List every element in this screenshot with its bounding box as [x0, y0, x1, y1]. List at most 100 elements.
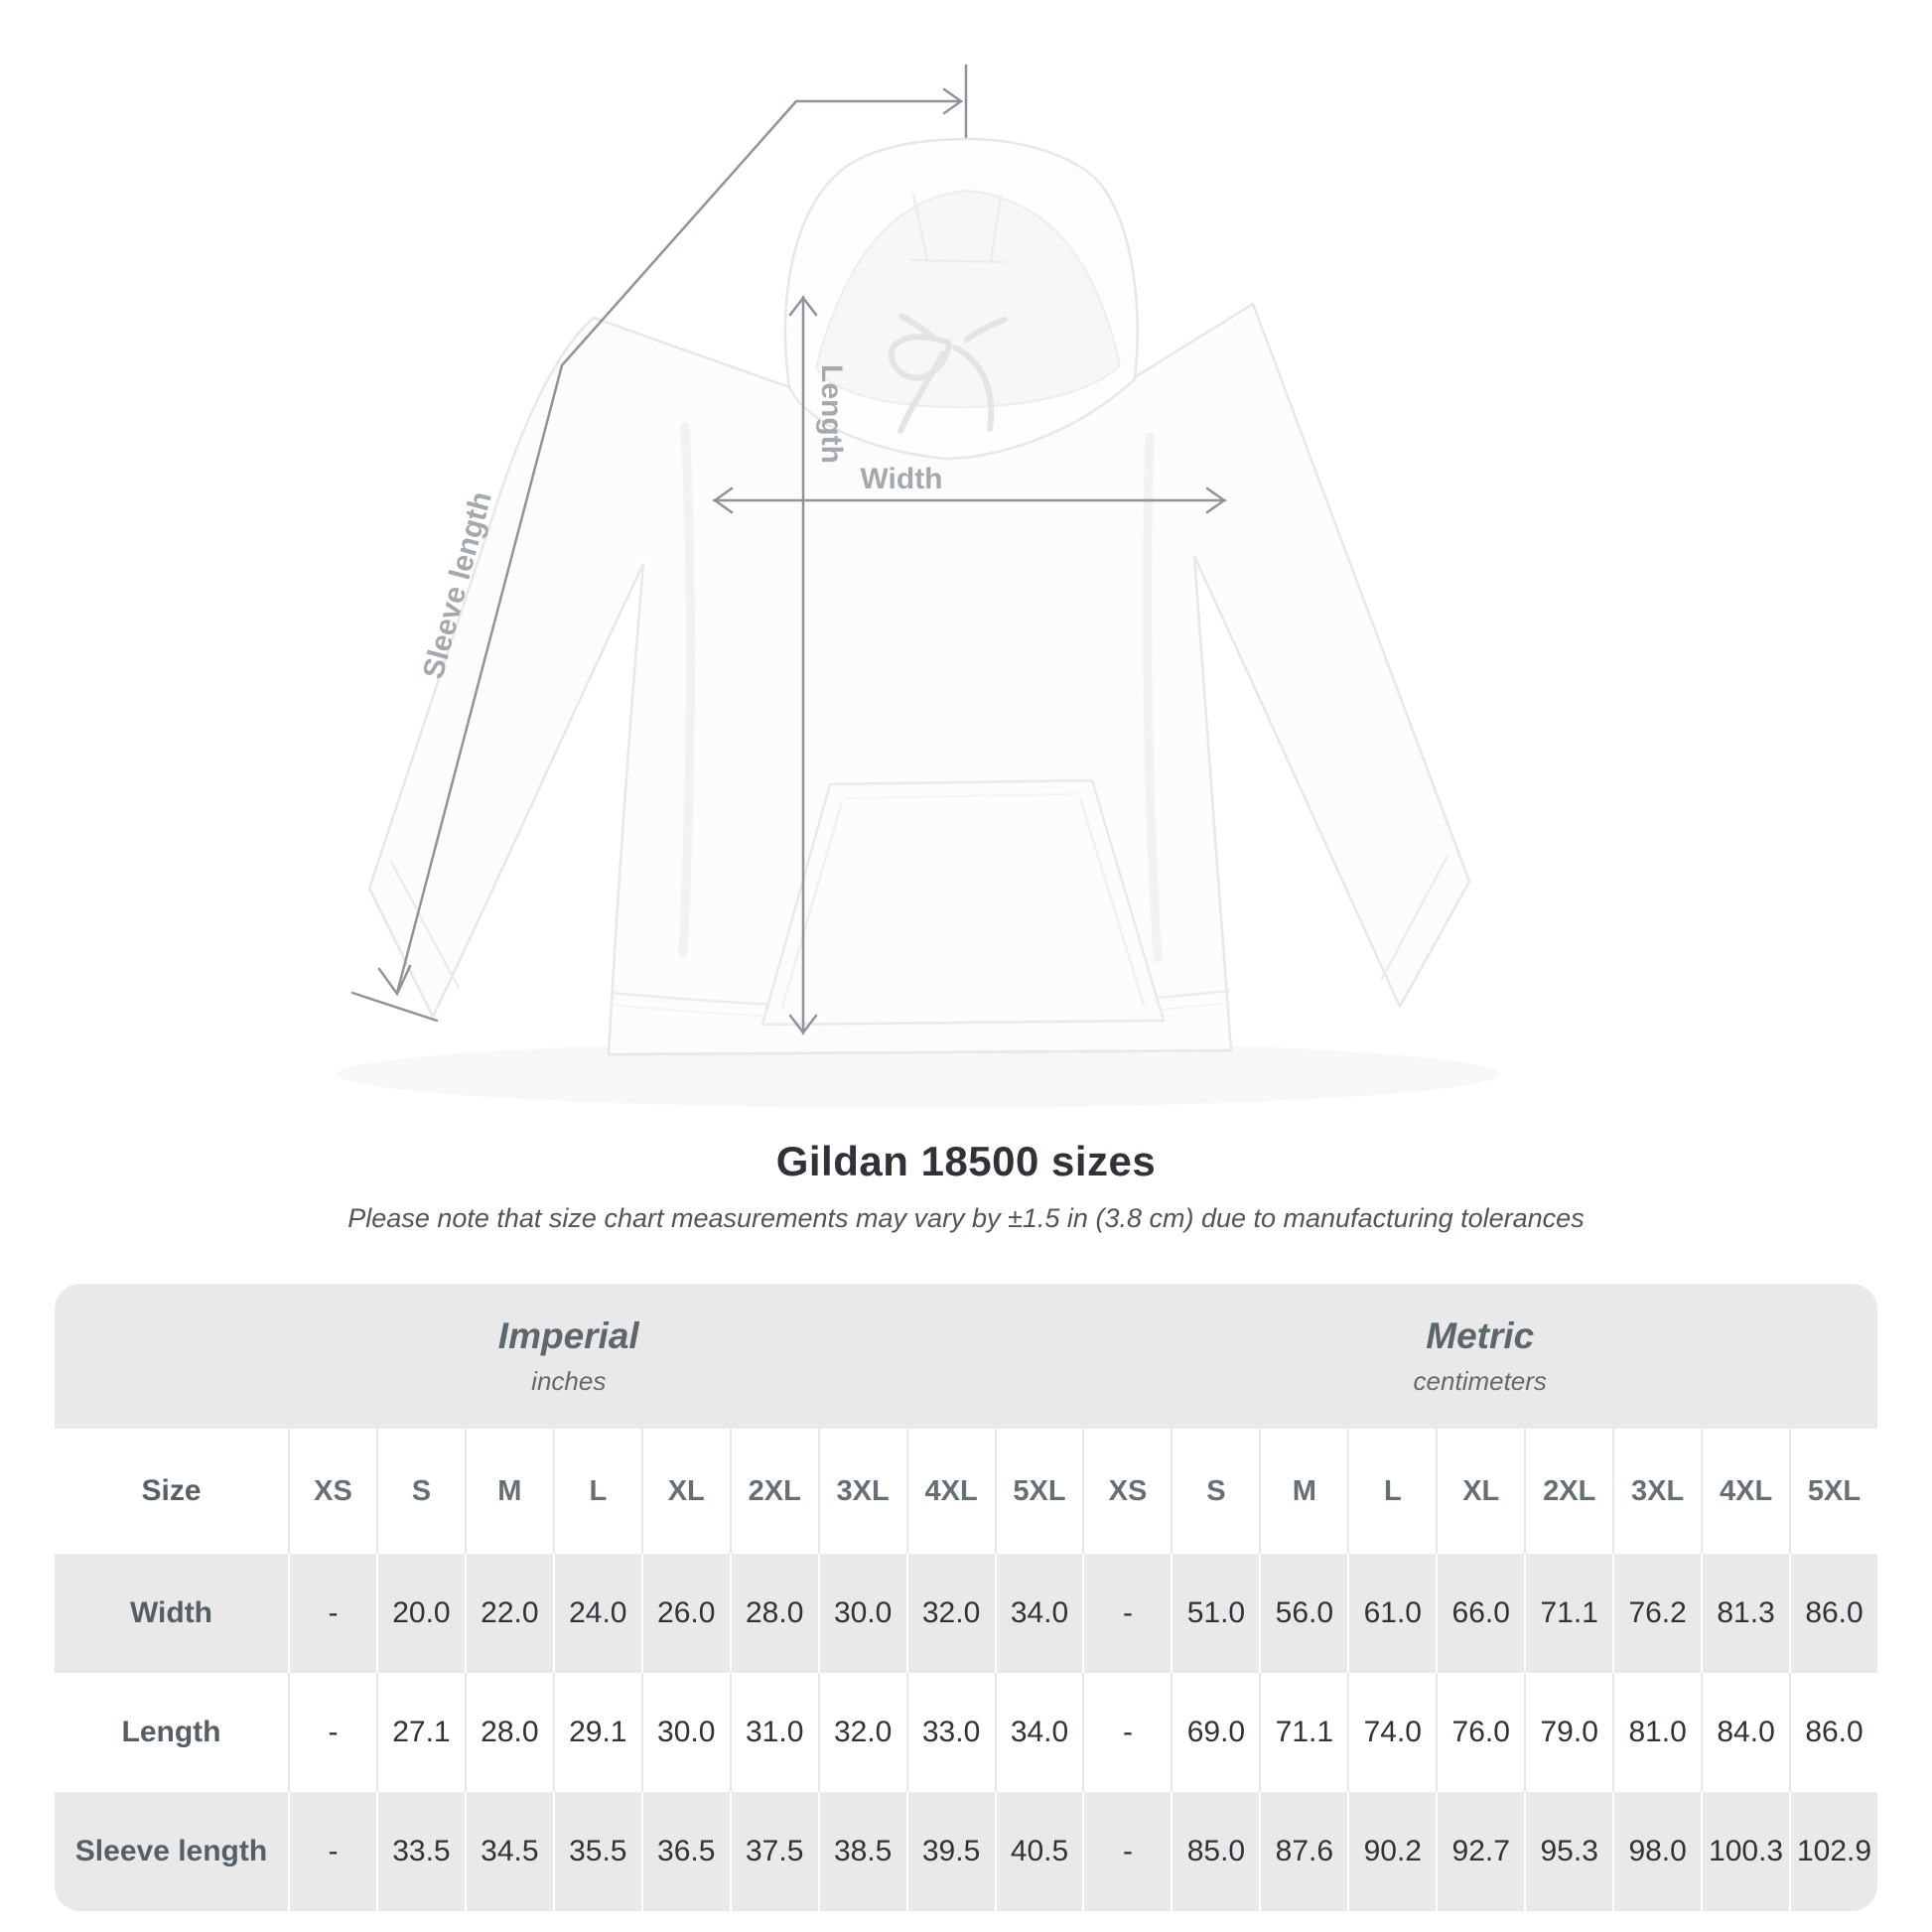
- measurement-cell-imperial: -: [288, 1554, 376, 1673]
- measurement-cell-metric: 95.3: [1524, 1792, 1612, 1911]
- measurement-cell-metric: 102.9: [1789, 1792, 1877, 1911]
- measurement-cell-imperial: 32.0: [905, 1554, 995, 1673]
- group-unit-label: inches: [531, 1366, 607, 1396]
- size-table: Imperial inches Metric centimeters Size XS S M L…: [55, 1284, 1877, 1911]
- measurement-cell-imperial: 38.5: [817, 1792, 906, 1911]
- group-label: Metric: [1426, 1315, 1535, 1356]
- measurement-cell-imperial: 40.5: [994, 1792, 1083, 1911]
- measurement-cell-metric: 100.3: [1701, 1792, 1789, 1911]
- measurement-cell-imperial: 37.5: [729, 1792, 818, 1911]
- measurement-cell-metric: 76.2: [1612, 1554, 1701, 1673]
- hoodie-illustration: [367, 137, 1471, 1056]
- group-header-metric: Metric centimeters: [1083, 1284, 1878, 1429]
- garment-shadow: [338, 1040, 1499, 1108]
- hoodie-diagram: Width Length Sleeve length: [338, 64, 1499, 1108]
- measurement-cell-imperial: 34.0: [994, 1673, 1083, 1792]
- size-header-cell: 4XL: [1701, 1429, 1789, 1554]
- size-header-cell: XL: [1436, 1429, 1524, 1554]
- measurement-cell-imperial: 34.0: [994, 1554, 1083, 1673]
- width-dimension-label: Width: [860, 463, 942, 495]
- measurement-cell-metric: 51.0: [1171, 1554, 1259, 1673]
- measurement-cell-metric: 90.2: [1347, 1792, 1436, 1911]
- group-header-imperial: Imperial inches: [55, 1284, 1083, 1429]
- size-header-cell: S: [1171, 1429, 1259, 1554]
- measurement-cell-metric: 74.0: [1347, 1673, 1436, 1792]
- measurement-cell-metric: 87.6: [1259, 1792, 1347, 1911]
- hood-back-seams: [910, 194, 1006, 263]
- measurement-cell-imperial: 28.0: [729, 1554, 818, 1673]
- measurement-cell-metric: 66.0: [1436, 1554, 1524, 1673]
- size-header-cell: M: [1259, 1429, 1347, 1554]
- kangaroo-pocket: [760, 778, 1166, 1027]
- left-cuff-seam: [389, 860, 461, 990]
- pocket-stitch: [1078, 796, 1146, 1007]
- length-dimension-label: Length: [815, 364, 848, 464]
- group-unit-label: centimeters: [1413, 1366, 1547, 1396]
- size-header-cell: 5XL: [1789, 1429, 1877, 1554]
- size-column-header: Size: [141, 1474, 202, 1507]
- size-header-cell: S: [375, 1429, 465, 1554]
- tolerance-note: Please note that size chart measurements…: [347, 1203, 1585, 1233]
- measurement-cell-imperial: 22.0: [464, 1554, 553, 1673]
- size-header-cell: L: [552, 1429, 641, 1554]
- measurement-cell-imperial: 28.0: [464, 1673, 553, 1792]
- table-group-header-row: Imperial inches Metric centimeters: [55, 1284, 1877, 1429]
- measurement-cell-imperial: 30.0: [640, 1673, 730, 1792]
- measurement-cell-imperial: 26.0: [640, 1554, 730, 1673]
- measurement-cell-metric: 71.1: [1524, 1554, 1612, 1673]
- measurement-cell-imperial: 36.5: [640, 1792, 730, 1911]
- measurement-cell-metric: 86.0: [1789, 1673, 1877, 1792]
- measurement-cell-metric: 81.0: [1612, 1673, 1701, 1792]
- measurement-cell-imperial: 30.0: [817, 1554, 906, 1673]
- measurement-cell-imperial: 31.0: [729, 1673, 818, 1792]
- measurement-cell-imperial: 27.1: [375, 1673, 465, 1792]
- measurement-cell-metric: -: [1082, 1792, 1171, 1911]
- size-header-cell: L: [1347, 1429, 1436, 1554]
- size-header-cell: 2XL: [1524, 1429, 1612, 1554]
- width-arrow: [712, 486, 1227, 514]
- drawstring-bow: [888, 313, 1008, 434]
- measurement-cell-metric: 61.0: [1347, 1554, 1436, 1673]
- size-header-cell: 5XL: [994, 1429, 1083, 1554]
- page-title: Gildan 18500 sizes: [775, 1138, 1157, 1184]
- size-header-cell: 2XL: [729, 1429, 818, 1554]
- measurement-cell-metric: 69.0: [1171, 1673, 1259, 1792]
- pocket-stitch: [780, 800, 844, 1009]
- size-header-cell: M: [464, 1429, 553, 1554]
- body-fold: [678, 422, 696, 958]
- sleeve-length-arrow: [350, 64, 968, 1023]
- row-label: Length: [121, 1716, 221, 1748]
- measurement-cell-imperial: 35.5: [552, 1792, 641, 1911]
- measurement-cell-metric: 76.0: [1436, 1673, 1524, 1792]
- measurement-cell-metric: -: [1082, 1554, 1171, 1673]
- measurement-cell-imperial: 20.0: [375, 1554, 465, 1673]
- table-row: Width -20.0 22.0 24.0 26.0 28.0 30.0 32.0 34.0-5…: [55, 1554, 1877, 1673]
- size-header-cell: 4XL: [905, 1429, 995, 1554]
- table-size-header-row: Size XS S M L XL 2XL 3XL 4XL 5XL XS S M L XL 2XL 3XL 4XL 5…: [55, 1429, 1877, 1554]
- measurement-cell-metric: 86.0: [1789, 1554, 1877, 1673]
- size-header-cell: 3XL: [817, 1429, 906, 1554]
- measurement-cell-imperial: -: [288, 1792, 376, 1911]
- pocket-stitch: [845, 793, 1079, 799]
- measurement-cell-metric: 92.7: [1436, 1792, 1524, 1911]
- measurement-cell-metric: 71.1: [1259, 1673, 1347, 1792]
- size-header-cell: 3XL: [1612, 1429, 1701, 1554]
- measurement-cell-metric: 79.0: [1524, 1673, 1612, 1792]
- measurement-cell-metric: 84.0: [1701, 1673, 1789, 1792]
- length-arrow: [788, 295, 818, 1035]
- measurement-cell-metric: 56.0: [1259, 1554, 1347, 1673]
- measurement-cell-imperial: 33.0: [905, 1673, 995, 1792]
- table-row: Length -27.1 28.0 29.1 30.0 31.0 32.0 33.0 34.0-…: [55, 1673, 1877, 1792]
- measurement-cell-imperial: 24.0: [552, 1554, 641, 1673]
- measurement-cell-metric: -: [1082, 1673, 1171, 1792]
- right-cuff-seam: [1380, 854, 1449, 981]
- size-header-cell: XS: [1082, 1429, 1171, 1554]
- size-header-cell: XS: [288, 1429, 376, 1554]
- measurement-cell-imperial: 32.0: [817, 1673, 906, 1792]
- table-row: Sleeve length -33.5 34.5 35.5 36.5 37.5 38.5 39…: [55, 1792, 1877, 1911]
- measurement-cell-imperial: -: [288, 1673, 376, 1792]
- measurement-cell-metric: 98.0: [1612, 1792, 1701, 1911]
- measurement-cell-imperial: 34.5: [464, 1792, 553, 1911]
- body-fold: [1143, 432, 1163, 963]
